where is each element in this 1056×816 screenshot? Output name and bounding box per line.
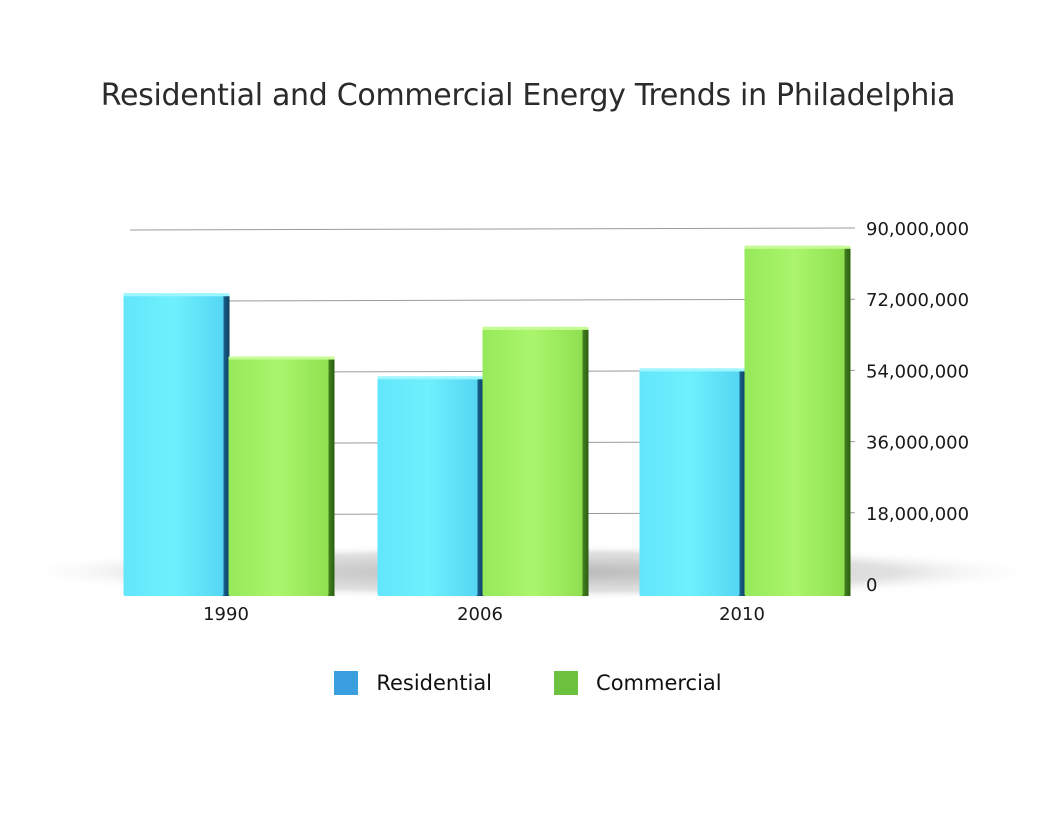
y-tick-label: 36,000,000 [866,433,969,454]
y-tick-label: 0 [866,575,877,596]
x-tick-label: 1990 [203,604,249,625]
bar-side-commercial-2006 [580,328,589,596]
bar-residential-2006 [377,376,478,596]
bar-top-residential-1990 [123,293,230,297]
bar-top-commercial-2010 [744,245,851,249]
y-tick-label: 54,000,000 [866,361,969,382]
bar-top-residential-2006 [377,376,484,380]
bar-side-commercial-1990 [326,358,335,596]
legend-label-commercial: Commercial [596,671,722,695]
legend-swatch-commercial [554,671,579,695]
chart-title: Residential and Commercial Energy Trends… [100,78,956,113]
y-tick-label: 72,000,000 [866,290,969,311]
x-tick-label: 2006 [457,604,503,625]
bar-commercial-2006 [482,326,583,596]
legend: Residential Commercial [0,671,1056,695]
gridline [129,227,856,231]
bar-residential-2010 [639,368,740,596]
bar-top-residential-2010 [639,368,746,372]
legend-swatch-residential [334,671,359,695]
bar-commercial-1990 [228,356,329,596]
y-tick-label: 90,000,000 [866,219,969,240]
bar-side-commercial-2010 [842,247,851,597]
bar-side-residential-1990 [221,295,230,596]
bar-commercial-2010 [744,245,845,597]
y-tick-label: 18,000,000 [866,504,969,525]
legend-item-commercial: Commercial [554,671,722,695]
legend-label-residential: Residential [376,671,493,695]
bar-side-residential-2006 [475,378,484,596]
legend-item-residential: Residential [334,671,492,695]
bar-residential-1990 [123,293,224,596]
bar-side-residential-2010 [737,370,746,596]
gridline [129,298,856,302]
x-tick-label: 2010 [719,604,765,625]
bar-top-commercial-2006 [482,326,589,330]
bar-top-commercial-1990 [228,356,335,360]
